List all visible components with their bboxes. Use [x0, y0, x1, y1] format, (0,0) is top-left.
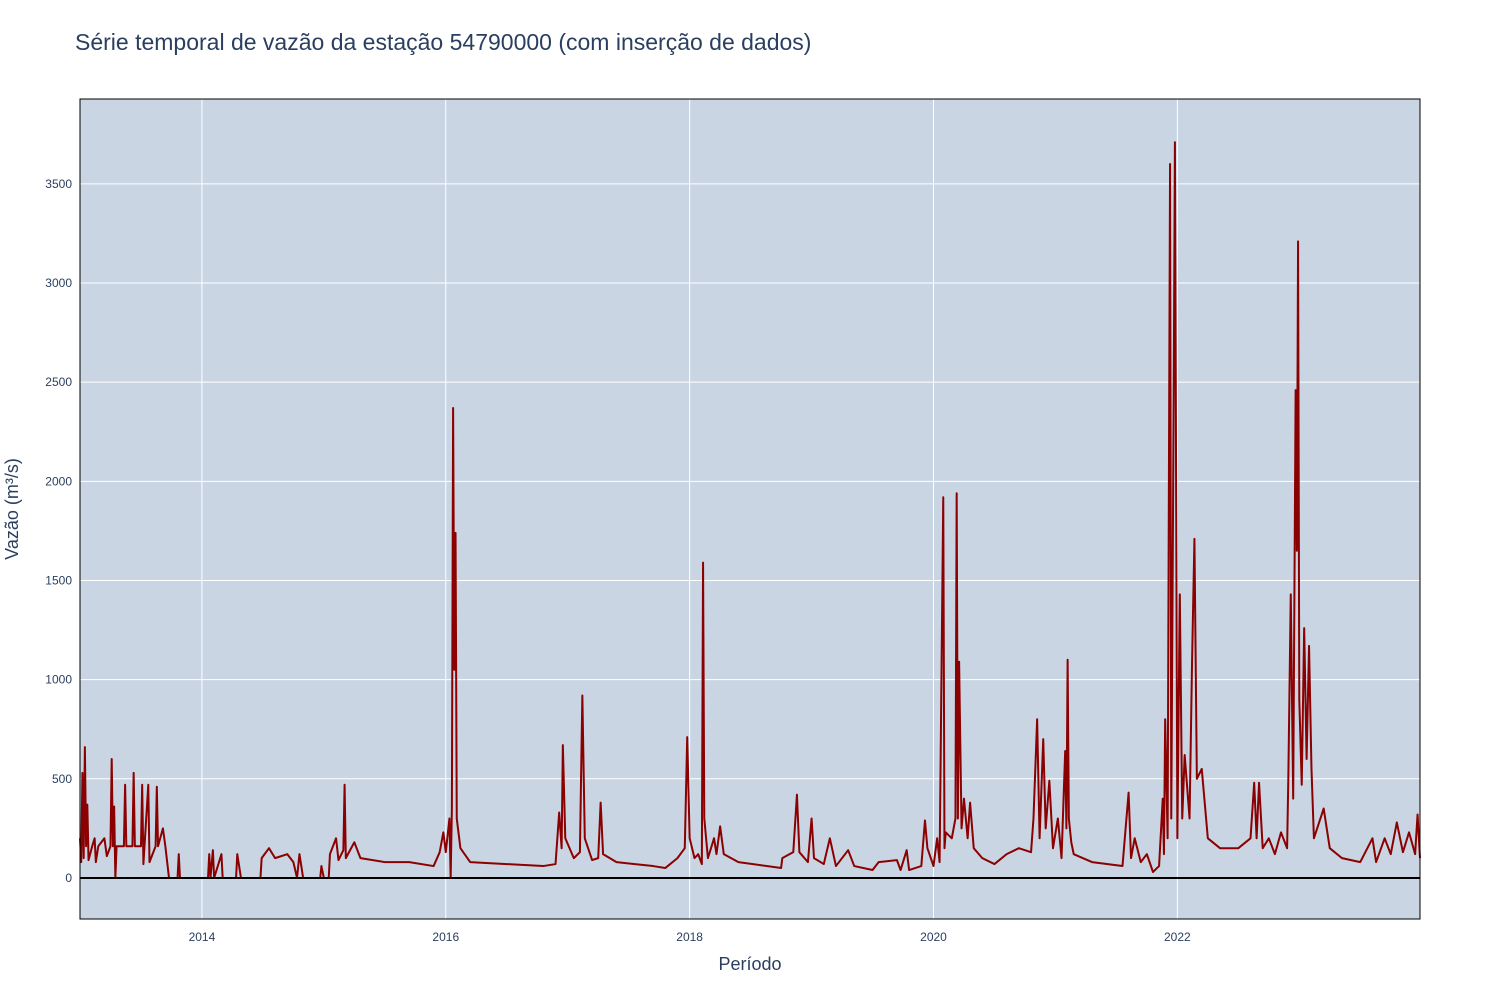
x-axis-title: Período: [718, 954, 781, 974]
y-tick-label: 0: [65, 871, 72, 885]
y-axis-title: Vazão (m³/s): [2, 458, 22, 560]
x-tick-label: 2018: [676, 930, 703, 944]
plot-frame: [79, 98, 1421, 920]
chart-title: Série temporal de vazão da estação 54790…: [75, 29, 811, 55]
y-tick-label: 1000: [45, 673, 72, 687]
marks: [79, 141, 1421, 879]
flow-line: [79, 141, 1421, 879]
y-tick-label: 500: [52, 772, 72, 786]
x-tick-label: 2020: [920, 930, 947, 944]
x-tick-label: 2022: [1164, 930, 1191, 944]
y-tick-label: 3500: [45, 177, 72, 191]
y-tick-label: 2500: [45, 375, 72, 389]
x-tick-label: 2016: [432, 930, 459, 944]
y-tick-label: 2000: [45, 474, 72, 488]
y-tick-label: 3000: [45, 276, 72, 290]
x-tick-label: 2014: [189, 930, 216, 944]
plot-area: [80, 99, 1420, 919]
y-tick-label: 1500: [45, 573, 72, 587]
